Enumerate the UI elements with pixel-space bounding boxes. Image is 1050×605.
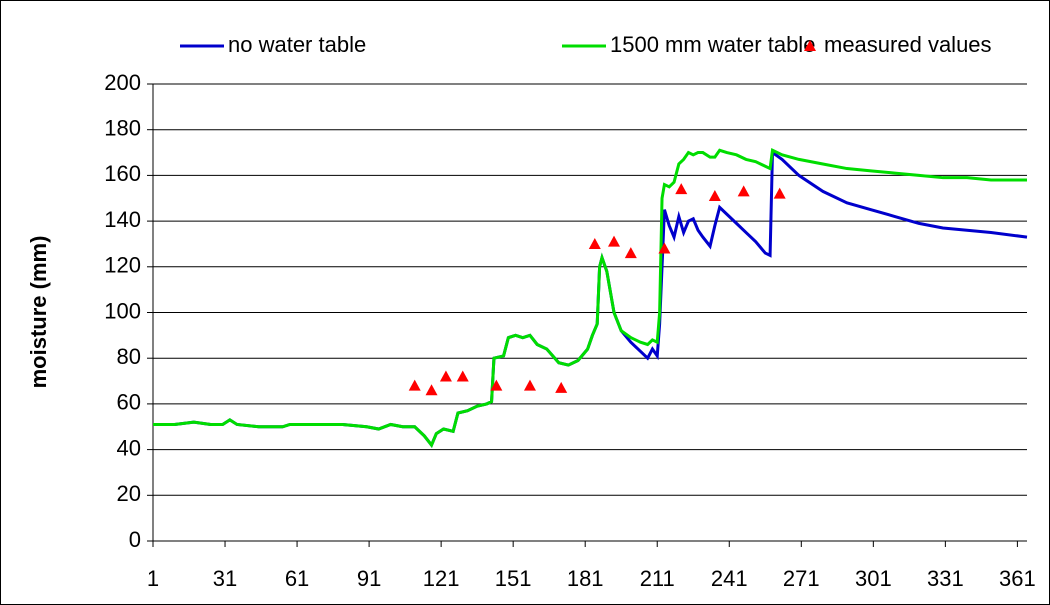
marker	[425, 384, 438, 396]
x-tick-label: 91	[357, 566, 381, 591]
x-tick-label: 241	[711, 566, 748, 591]
marker	[675, 183, 688, 195]
x-tick-label: 31	[213, 566, 237, 591]
marker	[737, 185, 750, 197]
y-tick-label: 60	[117, 390, 141, 415]
x-tick-label: 121	[423, 566, 460, 591]
x-tick-label: 271	[783, 566, 820, 591]
marker	[708, 189, 721, 201]
y-tick-label: 40	[117, 435, 141, 460]
marker	[439, 370, 452, 382]
marker	[490, 379, 503, 391]
x-tick-label: 211	[640, 566, 675, 591]
x-tick-label: 361	[999, 566, 1036, 591]
marker	[523, 379, 536, 391]
marker	[588, 237, 601, 249]
marker	[456, 370, 469, 382]
legend-label: no water table	[228, 32, 366, 57]
legend-label: 1500 mm water table	[610, 32, 815, 57]
y-tick-label: 20	[117, 481, 141, 506]
x-tick-label: 181	[567, 566, 604, 591]
x-tick-label: 151	[495, 566, 532, 591]
legend-marker	[804, 40, 816, 51]
x-tick-label: 61	[285, 566, 309, 591]
y-tick-label: 160	[104, 161, 141, 186]
marker	[773, 187, 786, 199]
y-tick-label: 80	[117, 344, 141, 369]
line	[153, 148, 1027, 448]
x-tick-label: 301	[855, 566, 892, 591]
x-tick-label: 1	[147, 566, 159, 591]
marker	[408, 379, 421, 391]
y-tick-label: 0	[129, 527, 141, 552]
marker	[555, 381, 568, 393]
x-tick-label: 331	[927, 566, 964, 591]
y-tick-label: 180	[104, 116, 141, 141]
y-tick-label: 100	[104, 298, 141, 323]
y-tick-label: 140	[104, 207, 141, 232]
y-axis-label: moisture (mm)	[26, 236, 51, 389]
y-tick-label: 120	[104, 253, 141, 278]
marker	[658, 242, 671, 254]
legend-label: measured values	[824, 32, 992, 57]
y-tick-label: 200	[104, 70, 141, 95]
marker	[624, 247, 637, 259]
marker	[608, 235, 621, 247]
